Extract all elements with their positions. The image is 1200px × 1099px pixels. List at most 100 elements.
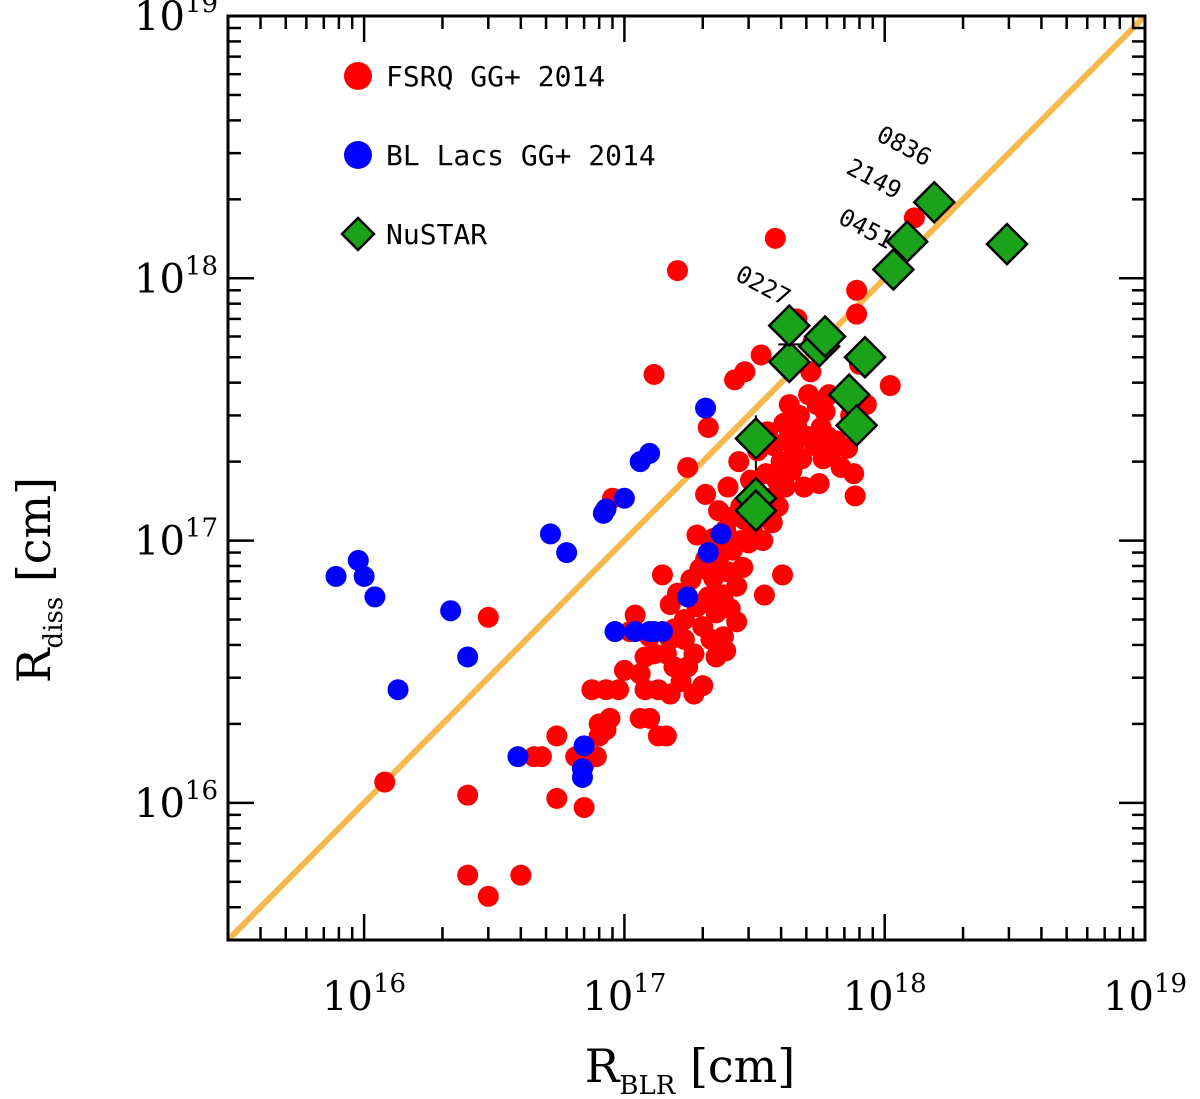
data-point — [774, 476, 796, 498]
data-point — [595, 498, 617, 520]
y-axis-title-group: Rdiss [cm] — [7, 477, 69, 683]
data-point — [588, 713, 610, 735]
data-point — [556, 542, 578, 564]
data-point — [639, 707, 661, 729]
data-point — [726, 611, 748, 633]
data-point — [791, 448, 813, 470]
legend-marker — [340, 216, 376, 252]
ticks-layer — [226, 14, 1147, 942]
x-tick-label: 1019 — [1103, 969, 1187, 1020]
data-point — [477, 885, 499, 907]
legend-label: BL Lacs GG+ 2014 — [386, 139, 656, 172]
data-point — [651, 621, 673, 643]
data-point — [677, 456, 699, 478]
data-point — [750, 344, 772, 366]
data-point — [732, 556, 754, 578]
data-point — [764, 227, 786, 249]
data-point — [677, 586, 699, 608]
data-point-diamond — [734, 488, 778, 533]
y-tick-label: 1019 — [134, 0, 218, 40]
data-point-diamond — [912, 180, 957, 224]
data-point — [846, 279, 868, 301]
data-point — [726, 575, 748, 597]
data-point — [643, 363, 665, 385]
y-axis-title: Rdiss [cm] — [7, 477, 69, 683]
data-point — [717, 476, 739, 498]
data-point — [546, 725, 568, 747]
data-point — [457, 646, 479, 668]
data-point — [613, 659, 635, 681]
legend-marker — [344, 62, 372, 90]
data-point — [808, 473, 830, 495]
data-point — [530, 746, 552, 768]
plot-frame — [226, 14, 1147, 942]
data-point — [844, 485, 866, 507]
data-point-diamond — [985, 222, 1029, 266]
data-point-diamond — [843, 335, 887, 380]
data-point — [539, 523, 561, 545]
data-point — [814, 401, 836, 423]
data-point — [752, 530, 774, 552]
y-tick-label: 1018 — [134, 251, 218, 302]
data-point — [753, 584, 775, 606]
legend-label: FSRQ GG+ 2014 — [386, 60, 605, 93]
data-point — [667, 260, 689, 282]
data-point — [734, 361, 756, 383]
x-tick-label: 1017 — [582, 969, 666, 1020]
data-point — [573, 797, 595, 819]
data-point-diamond — [767, 303, 812, 348]
data-point — [715, 640, 737, 662]
data-point — [697, 416, 719, 438]
data-point — [655, 725, 677, 747]
data-point-diamond — [803, 314, 847, 359]
data-point — [683, 643, 705, 665]
data-point — [571, 758, 593, 780]
data-point — [879, 375, 901, 397]
data-point — [846, 303, 868, 325]
data-point — [659, 594, 681, 616]
legend-marker — [344, 141, 372, 169]
data-point — [639, 442, 661, 464]
legend-label: NuSTAR — [386, 218, 487, 251]
series-0 — [374, 207, 925, 907]
data-point — [546, 787, 568, 809]
data-point — [697, 542, 719, 564]
series-1 — [325, 397, 732, 788]
x-axis-title: RBLR [cm] — [585, 1039, 796, 1099]
data-point — [457, 784, 479, 806]
data-point — [843, 463, 865, 485]
data-point — [613, 487, 635, 509]
data-point — [440, 600, 462, 622]
data-point — [772, 564, 794, 586]
x-tick-label: 1018 — [843, 969, 927, 1020]
data-point — [573, 735, 595, 757]
axes-layer — [226, 14, 1147, 942]
data-point-diamond — [767, 340, 812, 384]
data-point — [624, 621, 646, 643]
data-point — [624, 604, 646, 626]
legend-item: NuSTAR — [340, 216, 487, 252]
data-point-diamond — [734, 416, 778, 461]
data-point — [608, 679, 630, 701]
data-point — [353, 565, 375, 587]
data-point — [710, 523, 732, 545]
data-point — [604, 621, 626, 643]
y-tick-label: 1017 — [134, 514, 218, 565]
data-point — [683, 683, 705, 705]
data-point — [325, 565, 347, 587]
data-point — [387, 679, 409, 701]
data-point — [728, 451, 750, 473]
x-tick-label: 1016 — [322, 969, 406, 1020]
data-point-diamond — [885, 219, 929, 264]
data-point — [374, 771, 396, 793]
data-point — [364, 586, 386, 608]
data-point — [651, 564, 673, 586]
legend: FSRQ GG+ 2014 BL Lacs GG+ 2014 NuSTAR — [340, 60, 656, 252]
data-point — [788, 404, 810, 426]
y-tick-label: 1016 — [134, 776, 218, 827]
data-point — [507, 746, 529, 768]
legend-item: FSRQ GG+ 2014 — [344, 60, 605, 93]
data-point — [477, 606, 499, 628]
